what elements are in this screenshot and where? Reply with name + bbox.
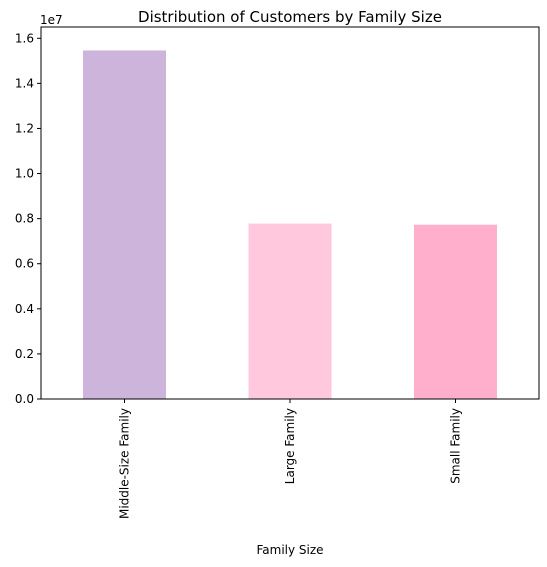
bars-group xyxy=(83,50,497,400)
x-tick-label: Middle-Size Family xyxy=(118,408,132,519)
y-axis: 0.0 0.2 0.4 0.6 0.8 1.0 1.2 1.4 1.6 xyxy=(15,31,41,406)
x-axis: Middle-Size Family Large Family Small Fami… xyxy=(118,399,463,519)
y-tick-label: 0.0 xyxy=(15,392,34,406)
plot-frame xyxy=(40,26,540,400)
y-tick-label: 1.4 xyxy=(15,76,34,90)
y-axis-offset-label: 1e7 xyxy=(40,13,63,27)
bar-large-family xyxy=(248,223,332,399)
y-tick-label: 0.2 xyxy=(15,347,34,361)
y-tick-label: 1.6 xyxy=(15,31,34,45)
bar-small-family xyxy=(414,224,497,399)
x-tick-label: Small Family xyxy=(449,408,463,484)
chart-title: Distribution of Customers by Family Size xyxy=(138,8,442,26)
x-tick-label: Large Family xyxy=(283,408,297,484)
y-tick-label: 0.4 xyxy=(15,302,34,316)
bar-middle-size-family xyxy=(83,50,166,400)
y-tick-label: 0.6 xyxy=(15,257,34,271)
y-tick-label: 1.0 xyxy=(15,167,34,181)
x-axis-label: Family Size xyxy=(256,543,323,557)
y-tick-label: 0.8 xyxy=(15,212,34,226)
y-tick-label: 1.2 xyxy=(15,121,34,135)
